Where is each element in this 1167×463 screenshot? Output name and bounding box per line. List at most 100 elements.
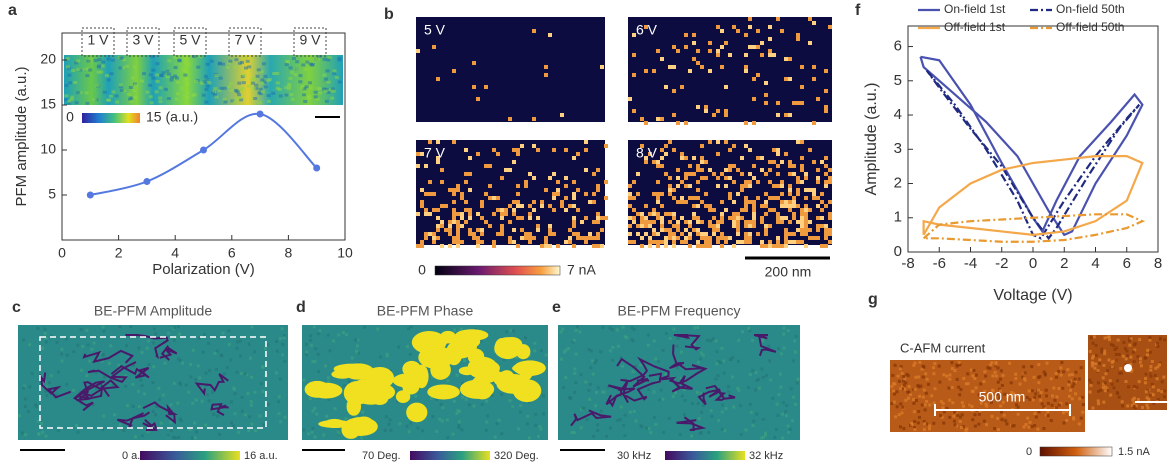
current-spot [656,200,660,204]
inset-noise [228,60,232,63]
current-spot [532,200,536,204]
current-spot [604,180,608,184]
afm-noise [1078,378,1081,381]
current-spot [784,200,788,204]
current-spot [428,180,432,184]
current-spot [544,188,548,192]
current-spot [700,156,704,160]
pfm-noise [721,404,724,407]
pfm-noise [700,352,703,355]
current-spot [788,192,792,196]
afm-noise [907,397,910,400]
current-spot [648,224,652,228]
current-spot [416,212,420,216]
pfm-noise [669,337,672,340]
current-spot [672,240,676,244]
afm-noise [1121,400,1124,403]
current-spot [736,212,740,216]
inset-noise [191,94,195,97]
afm-noise [1080,366,1083,369]
pfm-noise [223,372,226,375]
current-spot [804,212,808,216]
inset-noise [285,60,289,63]
pfm-noise [647,333,650,336]
pfm-noise [173,382,176,385]
inset-noise [170,76,174,79]
current-spot [768,240,772,244]
current-spot [780,244,784,248]
afm-spot [1124,364,1132,372]
current-spot [572,180,576,184]
current-spot [800,140,804,144]
current-spot [804,176,808,180]
pfm-noise [737,339,740,342]
pfm-noise [40,422,43,425]
current-spot [688,220,692,224]
pfm-noise [609,349,612,352]
afm-noise [1157,389,1160,392]
afm-noise [1156,377,1159,380]
current-spot [628,224,632,228]
inset-noise [204,88,208,91]
current-spot [716,49,720,53]
pfm-noise [342,331,345,334]
afm-noise [957,386,960,389]
inset-noise [237,93,241,96]
pfm-noise [720,347,723,350]
pfm-noise [313,407,316,410]
inset-noise [174,66,178,69]
current-spot [768,244,772,248]
current-spot [532,208,536,212]
inset-noise [318,92,322,95]
colorbar [435,266,560,275]
current-spot [736,29,740,33]
current-spot [808,220,812,224]
inset-noise [322,74,326,77]
current-spot [744,224,748,228]
current-spot [692,33,696,37]
current-spot [792,216,796,220]
inset-noise [196,66,200,69]
current-spot [804,232,808,236]
current-spot [520,216,524,220]
current-spot [784,57,788,61]
inset-noise [184,78,188,81]
current-spot [456,240,460,244]
pfm-noise [239,355,242,358]
current-spot [816,224,820,228]
pfm-noise [275,340,278,343]
current-spot [596,168,600,172]
afm-noise [1047,402,1050,405]
afm-noise [1081,396,1084,399]
current-spot [828,200,832,204]
current-spot [420,240,424,244]
afm-noise [1156,345,1159,348]
inset-noise [263,75,267,78]
phase-domain [427,384,460,399]
afm-noise [1109,394,1112,397]
current-spot [572,192,576,196]
current-spot [720,244,724,248]
current-spot [456,220,460,224]
pfm-noise [664,373,667,376]
current-spot [564,148,568,152]
current-spot [752,204,756,208]
current-spot [764,172,768,176]
pfm-noise [407,327,410,330]
afm-noise [1104,372,1107,375]
pfm-noise [317,332,320,335]
scale-bar-label: 500 nm [979,389,1026,405]
current-spot [748,25,752,29]
current-spot [500,216,504,220]
pfm-noise [283,360,286,363]
current-spot [432,192,436,196]
pfm-noise [762,436,765,439]
afm-noise [1097,381,1100,384]
current-spot [468,232,472,236]
current-spot [680,152,684,156]
pfm-noise [724,407,727,410]
inset-noise [194,80,198,83]
pfm-noise [216,415,219,418]
afm-noise [914,388,917,391]
current-spot [792,164,796,168]
